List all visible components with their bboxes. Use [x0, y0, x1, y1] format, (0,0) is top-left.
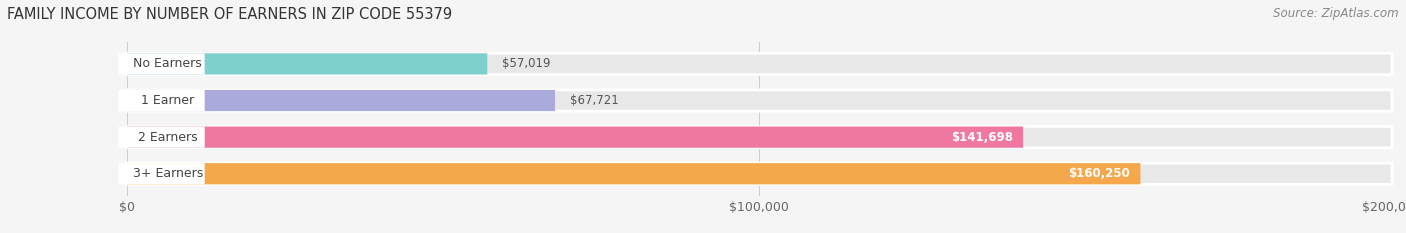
FancyBboxPatch shape: [127, 90, 1392, 111]
Text: Source: ZipAtlas.com: Source: ZipAtlas.com: [1274, 7, 1399, 20]
Text: 1 Earner: 1 Earner: [141, 94, 194, 107]
FancyBboxPatch shape: [118, 163, 205, 184]
Text: $160,250: $160,250: [1069, 167, 1130, 180]
Text: $57,019: $57,019: [502, 57, 551, 70]
FancyBboxPatch shape: [127, 90, 555, 111]
Text: No Earners: No Earners: [134, 57, 202, 70]
FancyBboxPatch shape: [127, 127, 1024, 148]
Text: 2 Earners: 2 Earners: [138, 131, 197, 144]
FancyBboxPatch shape: [127, 163, 1392, 184]
FancyBboxPatch shape: [118, 127, 205, 148]
Text: FAMILY INCOME BY NUMBER OF EARNERS IN ZIP CODE 55379: FAMILY INCOME BY NUMBER OF EARNERS IN ZI…: [7, 7, 453, 22]
FancyBboxPatch shape: [127, 53, 1392, 75]
FancyBboxPatch shape: [127, 127, 1392, 148]
Text: $67,721: $67,721: [571, 94, 619, 107]
FancyBboxPatch shape: [127, 53, 488, 75]
FancyBboxPatch shape: [118, 53, 205, 75]
FancyBboxPatch shape: [118, 90, 205, 111]
Text: $141,698: $141,698: [950, 131, 1012, 144]
FancyBboxPatch shape: [127, 163, 1140, 184]
Text: 3+ Earners: 3+ Earners: [132, 167, 202, 180]
